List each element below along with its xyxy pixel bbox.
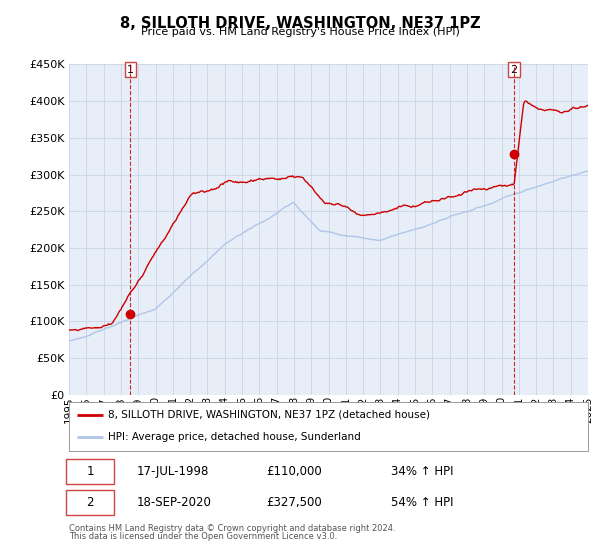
Text: This data is licensed under the Open Government Licence v3.0.: This data is licensed under the Open Gov… <box>69 532 337 541</box>
Text: 8, SILLOTH DRIVE, WASHINGTON, NE37 1PZ: 8, SILLOTH DRIVE, WASHINGTON, NE37 1PZ <box>119 16 481 31</box>
Text: 1: 1 <box>86 465 94 478</box>
Text: HPI: Average price, detached house, Sunderland: HPI: Average price, detached house, Sund… <box>108 432 361 442</box>
Text: 1: 1 <box>127 64 134 74</box>
Text: 2: 2 <box>510 64 517 74</box>
Text: 34% ↑ HPI: 34% ↑ HPI <box>391 465 453 478</box>
Text: 2: 2 <box>86 496 94 509</box>
Text: 54% ↑ HPI: 54% ↑ HPI <box>391 496 453 509</box>
Text: Contains HM Land Registry data © Crown copyright and database right 2024.: Contains HM Land Registry data © Crown c… <box>69 524 395 533</box>
Text: Price paid vs. HM Land Registry's House Price Index (HPI): Price paid vs. HM Land Registry's House … <box>140 27 460 38</box>
FancyBboxPatch shape <box>67 459 114 484</box>
Text: 17-JUL-1998: 17-JUL-1998 <box>136 465 209 478</box>
Text: 18-SEP-2020: 18-SEP-2020 <box>136 496 211 509</box>
Text: £110,000: £110,000 <box>266 465 322 478</box>
Text: £327,500: £327,500 <box>266 496 322 509</box>
Text: 8, SILLOTH DRIVE, WASHINGTON, NE37 1PZ (detached house): 8, SILLOTH DRIVE, WASHINGTON, NE37 1PZ (… <box>108 410 430 420</box>
FancyBboxPatch shape <box>67 490 114 515</box>
